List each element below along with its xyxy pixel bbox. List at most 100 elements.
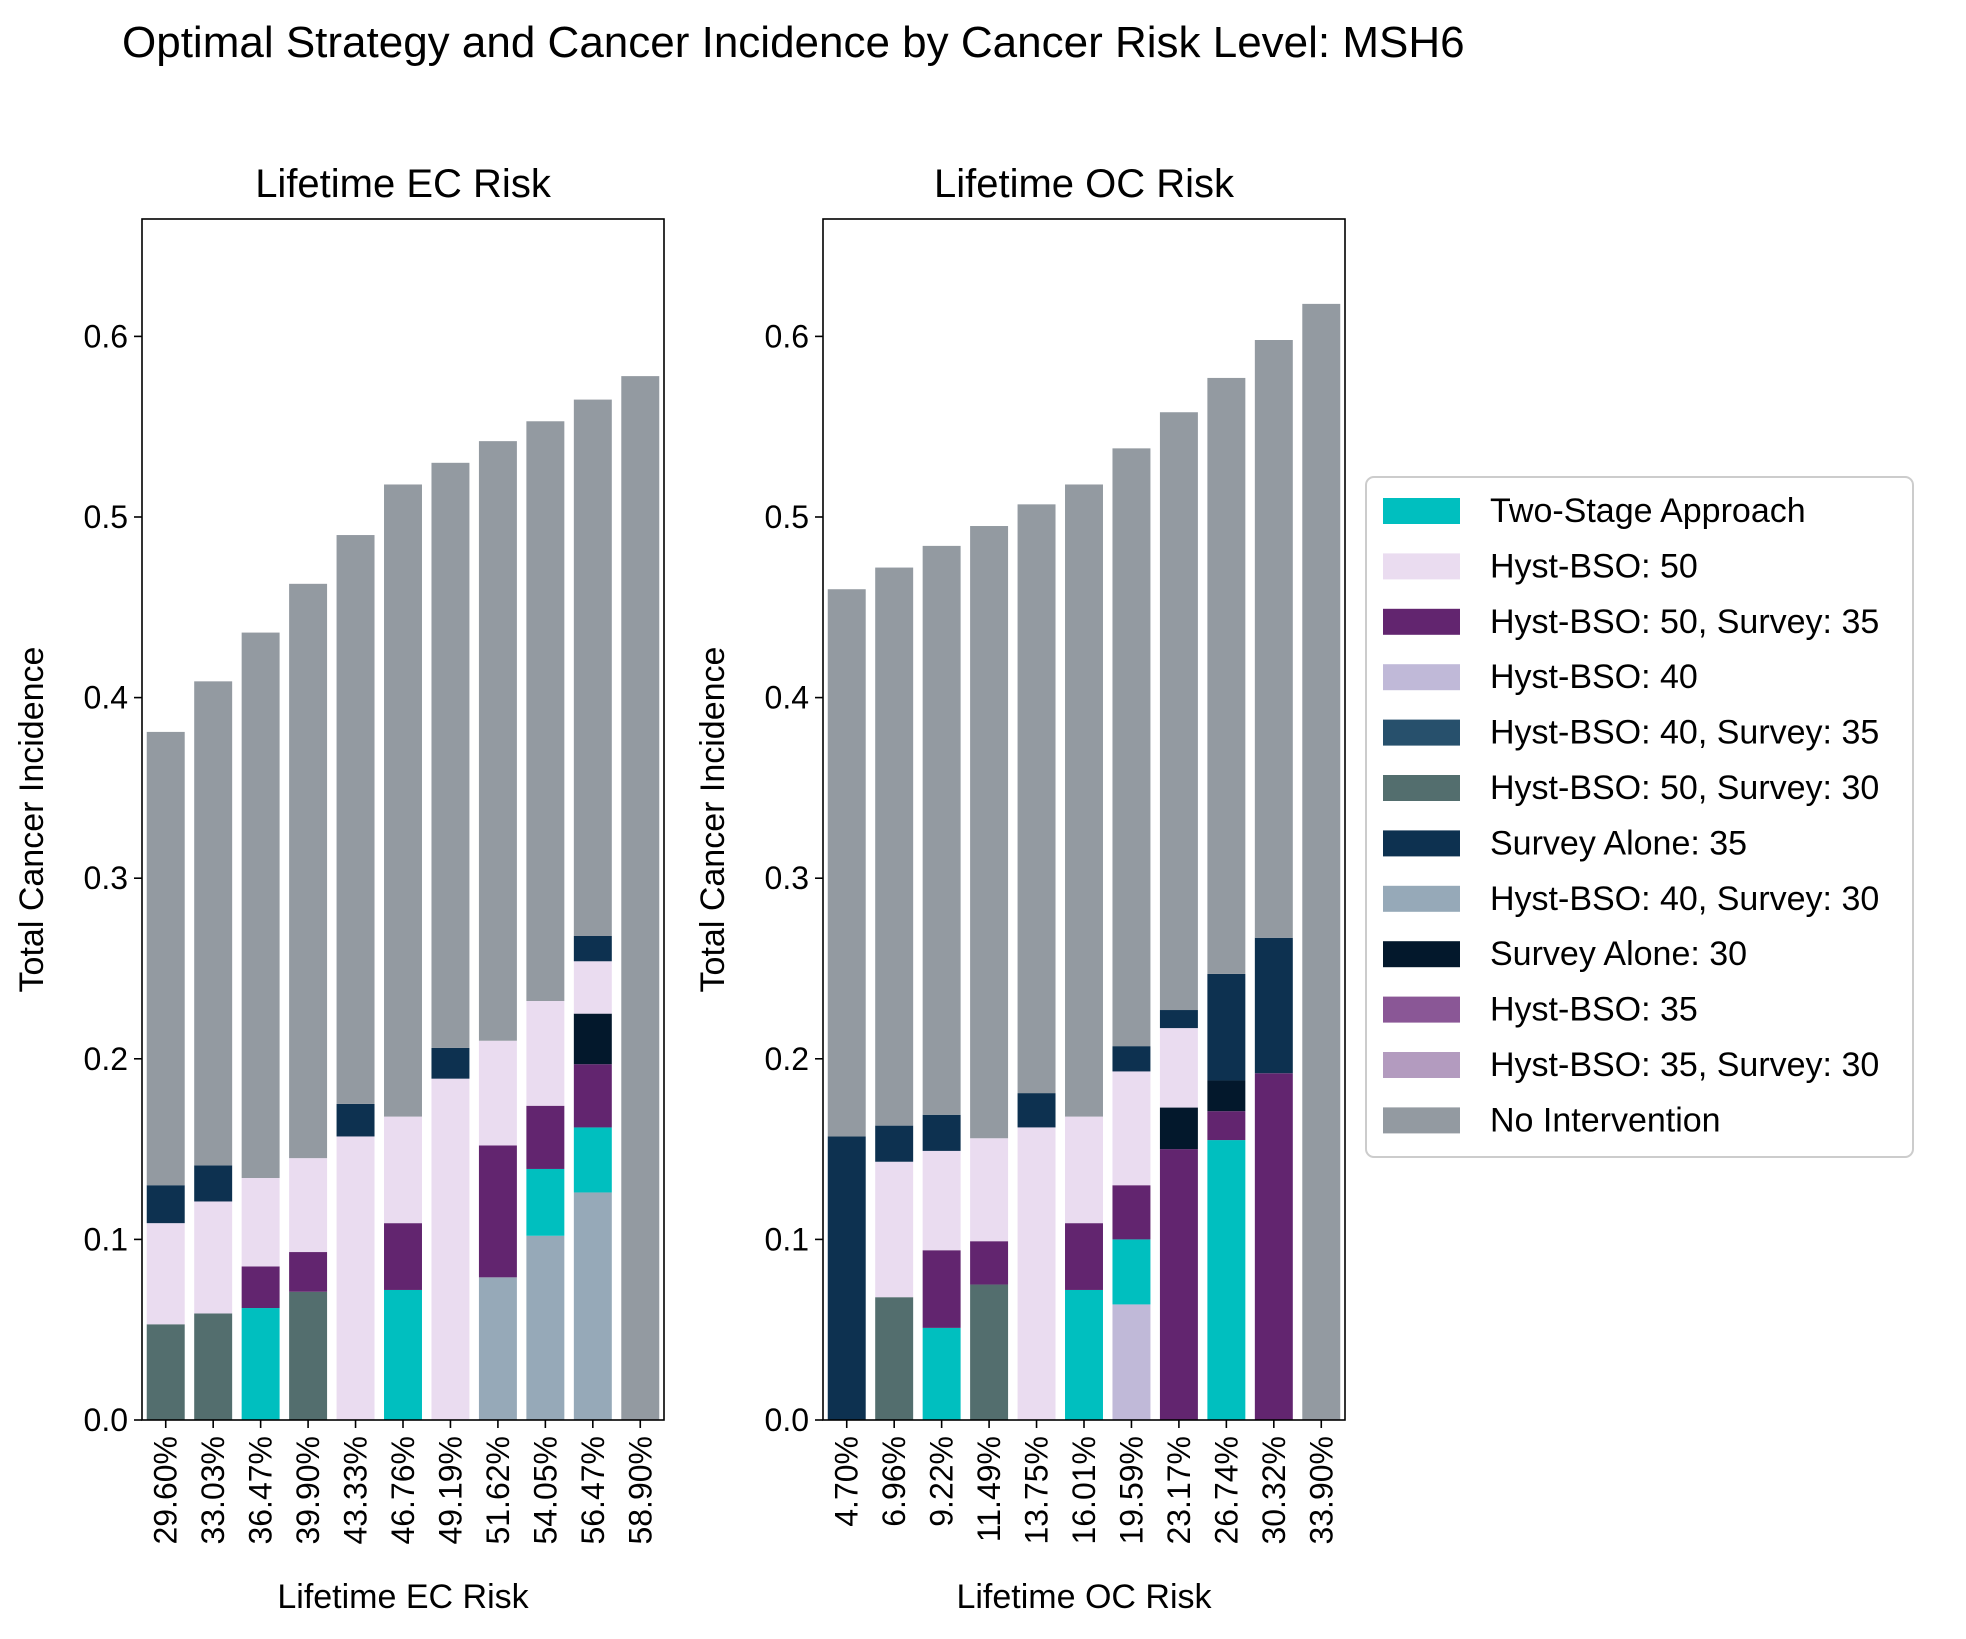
legend-label-none: No Intervention xyxy=(1490,1101,1721,1139)
chart2-bar-7-seg-sa35 xyxy=(1112,1046,1151,1072)
legend-label-hb35: Hyst-BSO: 35 xyxy=(1490,991,1698,1029)
legend-swatch-none xyxy=(1383,1107,1460,1134)
chart1-bar-6-seg-two_stage xyxy=(384,1289,422,1420)
chart2-bar-6-seg-hb50 xyxy=(1065,1116,1103,1224)
chart2-ytick-label: 0.4 xyxy=(765,680,809,716)
chart2-bar-6-seg-hb50s35 xyxy=(1065,1223,1103,1290)
chart2-xtick-label: 6.96% xyxy=(876,1436,912,1527)
chart1-ytick-label: 0.1 xyxy=(84,1221,128,1257)
chart2-bar-10-seg-none xyxy=(1254,340,1293,938)
legend-swatch-sa30 xyxy=(1383,941,1460,968)
chart2-bar-2-seg-hb50s30 xyxy=(875,1297,914,1420)
chart2-bar-8-seg-hb50 xyxy=(1159,1028,1198,1108)
chart1-xtick-label: 58.90% xyxy=(622,1436,658,1545)
chart2-bar-1-seg-sa35 xyxy=(827,1136,866,1420)
chart2-xtick-label: 26.74% xyxy=(1208,1436,1244,1545)
chart2-bar-7-seg-none xyxy=(1112,448,1151,1047)
chart1-title: Lifetime EC Risk xyxy=(255,162,552,206)
chart2-bar-3-seg-sa35 xyxy=(922,1114,961,1151)
chart2-bar-9-seg-two_stage xyxy=(1207,1140,1246,1420)
legend-label-hb35s30: Hyst-BSO: 35, Survey: 30 xyxy=(1490,1046,1879,1084)
chart1-bar-4-seg-hb50 xyxy=(289,1158,328,1253)
chart1-xtick-label: 51.62% xyxy=(480,1436,516,1545)
chart2-bar-9-seg-hb50s35 xyxy=(1207,1111,1246,1141)
chart2-bar-7-seg-two_stage xyxy=(1112,1239,1151,1305)
chart1-bar-2-seg-hb50 xyxy=(194,1201,233,1314)
legend-label-hb50s30: Hyst-BSO: 50, Survey: 30 xyxy=(1490,769,1879,807)
chart1-bar-9-seg-none xyxy=(526,421,565,1001)
chart1-bar-1-seg-hb50s30 xyxy=(146,1324,185,1420)
chart2-bar-9-seg-sa35 xyxy=(1207,973,1246,1081)
chart2-bar-8-seg-sa30 xyxy=(1159,1107,1198,1150)
chart2-xtick-label: 30.32% xyxy=(1256,1436,1292,1545)
chart1-bar-4-seg-hb50s30 xyxy=(289,1291,328,1420)
chart1-bar-7-seg-none xyxy=(431,462,470,1048)
chart1-bar-7-seg-sa35 xyxy=(431,1047,470,1079)
chart1-bar-1-seg-hb50 xyxy=(146,1223,185,1325)
chart1-xtick-label: 36.47% xyxy=(243,1436,279,1545)
legend-label-hb40: Hyst-BSO: 40 xyxy=(1490,658,1698,696)
chart1-bar-10-seg-hb50s35 xyxy=(573,1064,612,1128)
chart2-ytick-label: 0.1 xyxy=(765,1221,809,1257)
chart2-ytick-label: 0.0 xyxy=(765,1402,809,1438)
chart1-bar-10-seg-sa30 xyxy=(573,1013,612,1065)
chart1-bar-5-seg-none xyxy=(336,535,375,1104)
chart2-xtick-label: 11.49% xyxy=(971,1436,1007,1542)
chart1-bar-1-seg-none xyxy=(146,731,185,1186)
chart1-bar-11-seg-none xyxy=(621,376,660,1420)
chart2-bar-7-seg-hb50 xyxy=(1112,1071,1151,1186)
chart2-xtick-label: 33.90% xyxy=(1303,1436,1339,1545)
chart1-bar-2-seg-sa35 xyxy=(194,1165,233,1202)
chart1-bar-7-seg-hb50 xyxy=(431,1078,470,1420)
chart1-xtick-label: 29.60% xyxy=(148,1436,184,1545)
chart1-xtick-label: 43.33% xyxy=(338,1436,374,1545)
chart1-ytick-label: 0.2 xyxy=(84,1041,128,1077)
chart2-bar-4-seg-hb50 xyxy=(970,1138,1009,1242)
chart2-bar-5-seg-sa35 xyxy=(1017,1093,1056,1128)
chart2-xlabel: Lifetime OC Risk xyxy=(956,1578,1212,1616)
chart2-bar-10-seg-hb50s35 xyxy=(1254,1073,1293,1420)
chart2-ytick-label: 0.5 xyxy=(765,499,809,535)
chart2-xtick-label: 23.17% xyxy=(1161,1436,1197,1545)
chart1-bar-9-seg-hb40s30 xyxy=(526,1235,565,1420)
legend-label-hb40s30: Hyst-BSO: 40, Survey: 30 xyxy=(1490,880,1879,918)
chart1-bar-10-seg-sa35 xyxy=(573,935,612,962)
chart1-bar-10-seg-none xyxy=(573,399,612,936)
chart2-title: Lifetime OC Risk xyxy=(934,162,1235,206)
chart2-ytick-label: 0.3 xyxy=(765,860,809,896)
chart1-bar-2-seg-none xyxy=(194,681,233,1166)
chart2-bar-3-seg-none xyxy=(922,545,961,1115)
legend-label-hb40s35: Hyst-BSO: 40, Survey: 35 xyxy=(1490,714,1879,752)
chart2-bar-8-seg-none xyxy=(1159,412,1198,1011)
chart1-bar-2-seg-hb50s30 xyxy=(194,1313,233,1420)
chart2-bar-8-seg-hb50s35 xyxy=(1159,1149,1198,1420)
chart2-bar-6-seg-none xyxy=(1065,484,1103,1117)
chart1-bar-3-seg-none xyxy=(241,632,280,1178)
chart1-xtick-label: 39.90% xyxy=(290,1436,326,1545)
chart2-bar-4-seg-hb50s30 xyxy=(970,1284,1009,1420)
legend-swatch-hb35s30 xyxy=(1383,1052,1460,1078)
chart2-bar-4-seg-hb50s35 xyxy=(970,1241,1009,1285)
chart1-bar-10-seg-two_stage xyxy=(573,1127,612,1193)
chart2-bar-7-seg-hb50s35 xyxy=(1112,1185,1151,1240)
chart1-bar-1-seg-sa35 xyxy=(146,1185,185,1224)
chart1-ytick-label: 0.3 xyxy=(84,860,128,896)
chart1-xtick-label: 56.47% xyxy=(575,1436,611,1545)
legend-swatch-hb50 xyxy=(1383,553,1460,580)
chart1-ytick-label: 0.0 xyxy=(84,1402,128,1438)
chart1-ylabel: Total Cancer Incidence xyxy=(13,647,51,993)
chart2-bar-2-seg-none xyxy=(875,567,914,1126)
chart1-bar-8-seg-none xyxy=(478,441,517,1041)
chart2-ytick-label: 0.6 xyxy=(765,318,809,354)
chart2-bar-3-seg-hb50 xyxy=(922,1150,961,1251)
chart2-bar-8-seg-sa35 xyxy=(1159,1010,1198,1029)
chart2-xtick-label: 16.01% xyxy=(1066,1436,1102,1545)
chart1-bar-9-seg-hb50s35 xyxy=(526,1105,565,1169)
chart1-bar-6-seg-hb50s35 xyxy=(384,1223,422,1290)
chart2-bar-7-seg-hb40 xyxy=(1112,1304,1151,1420)
chart1-bar-3-seg-hb50s35 xyxy=(241,1266,280,1309)
chart2-bar-5-seg-hb50 xyxy=(1017,1127,1056,1420)
legend-swatch-hb40 xyxy=(1383,664,1460,691)
chart1-bar-8-seg-hb50s35 xyxy=(478,1145,517,1278)
chart1-xlabel: Lifetime EC Risk xyxy=(277,1578,529,1616)
